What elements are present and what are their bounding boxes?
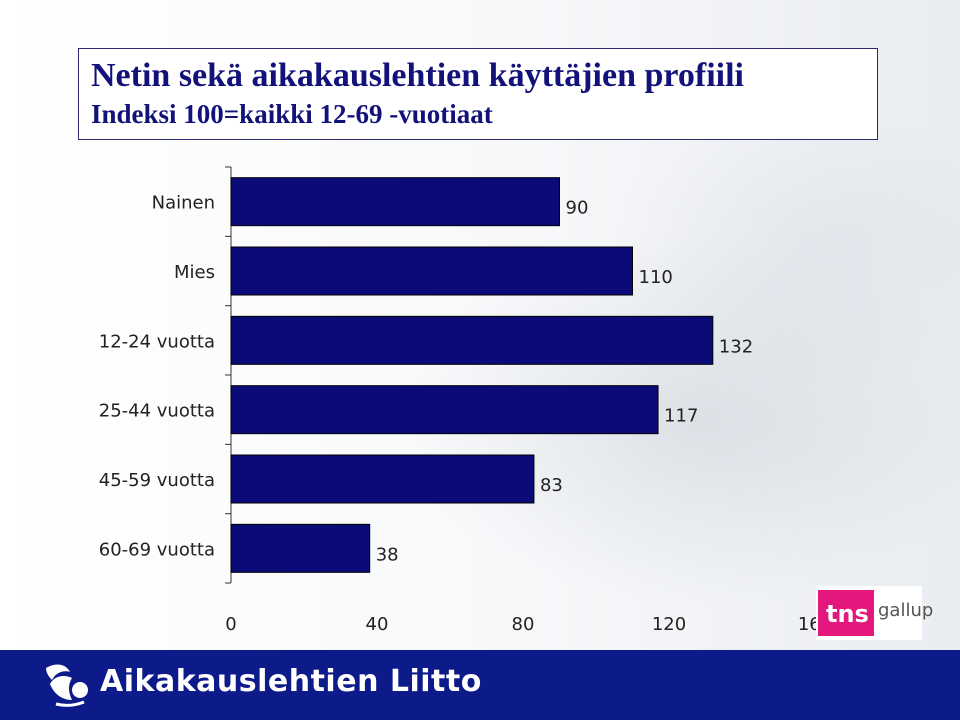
x-tick-label: 0 [225, 614, 236, 635]
aikakauslehtien-liitto-logo-icon [46, 664, 88, 707]
category-label: Mies [174, 262, 215, 283]
data-label: 132 [719, 336, 753, 357]
bar [230, 315, 714, 365]
title-box: Netin sekä aikakauslehtien käyttäjien pr… [78, 48, 878, 140]
bar [230, 385, 659, 435]
bar [230, 177, 560, 227]
category-label: 12-24 vuotta [99, 331, 215, 352]
category-label: 25-44 vuotta [99, 401, 215, 422]
data-label: 90 [566, 198, 589, 219]
category-label: 60-69 vuotta [99, 539, 215, 560]
x-tick-label: 40 [366, 614, 389, 635]
data-label: 83 [540, 475, 563, 496]
tns-mark: tns [818, 590, 874, 636]
bar-chart: Nainen 90 Mies 110 12-24 vuotta 132 25-44 vuot… [99, 166, 832, 635]
data-label: 117 [664, 406, 698, 427]
x-tick-label: 120 [652, 614, 686, 635]
category-label: Nainen [152, 193, 215, 214]
tns-gallup-logo: tns gallup [816, 586, 933, 640]
footer-bar [0, 650, 960, 720]
data-label: 110 [639, 267, 673, 288]
tns-logo-text: tns [826, 600, 869, 628]
chart-subtitle: Indeksi 100=kaikki 12-69 -vuotiaat [91, 99, 493, 129]
footer-org-name: Aikakauslehtien Liitto [100, 664, 482, 699]
bar [230, 523, 371, 573]
bar [230, 246, 633, 296]
data-label: 38 [376, 544, 399, 565]
chart-title: Netin sekä aikakauslehtien käyttäjien pr… [91, 57, 744, 94]
bar [230, 454, 535, 504]
gallup-logo-text: gallup [878, 600, 934, 621]
category-label: 45-59 vuotta [99, 470, 215, 491]
x-tick-label: 80 [512, 614, 535, 635]
